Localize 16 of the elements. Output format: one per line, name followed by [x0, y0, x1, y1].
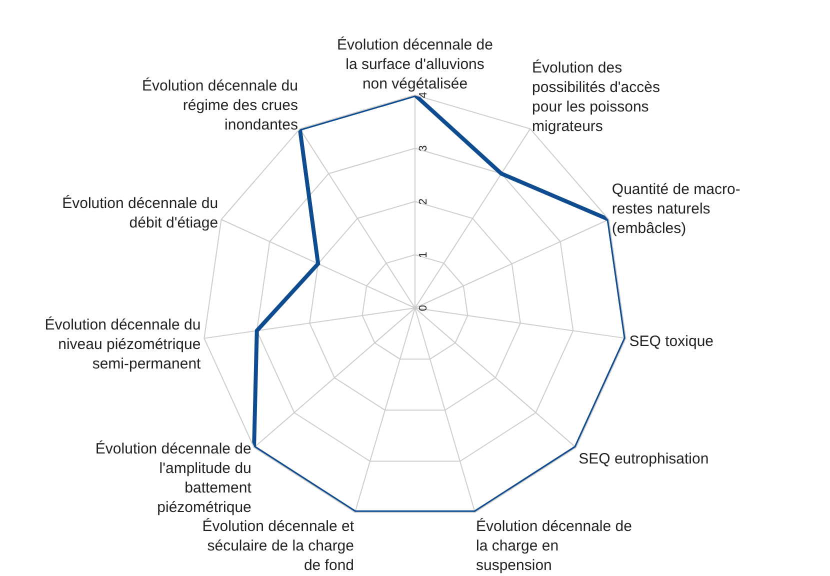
spoke-label: Évolution décennale du niveau piézométrique semi-permanent: [44, 315, 202, 372]
spoke-label: Évolution décennale de la surface d'alluvions non végétalisée: [337, 36, 493, 92]
y-tick-label: 0: [418, 304, 430, 312]
spoke-label: Évolution décennale du régime des crues inondantes: [142, 76, 298, 134]
y-tick-label: 3: [418, 145, 430, 152]
y-tick-label: 2: [418, 198, 430, 205]
spoke-label: Quantité de macro-restes naturels (embâcles): [612, 180, 740, 237]
spoke-label: Évolution décennale de l'amplitude du battement piézométrique: [95, 439, 252, 516]
spoke-label: Évolution des possibilités d'accès pour les poissons migrateurs: [532, 58, 660, 135]
spoke-label: Évolution décennale du débit d'étiage: [62, 194, 218, 232]
y-tick-label: 1: [418, 252, 430, 258]
spoke-label: Évolution décennale et séculaire de la charge de fond: [202, 516, 355, 574]
spoke-label: SEQ eutrophisation: [578, 450, 709, 468]
spoke-label: Évolution décennale de la charge en suspension: [476, 516, 632, 574]
y-tick-label: 4: [418, 92, 430, 98]
spoke-label: SEQ toxique: [629, 333, 714, 350]
